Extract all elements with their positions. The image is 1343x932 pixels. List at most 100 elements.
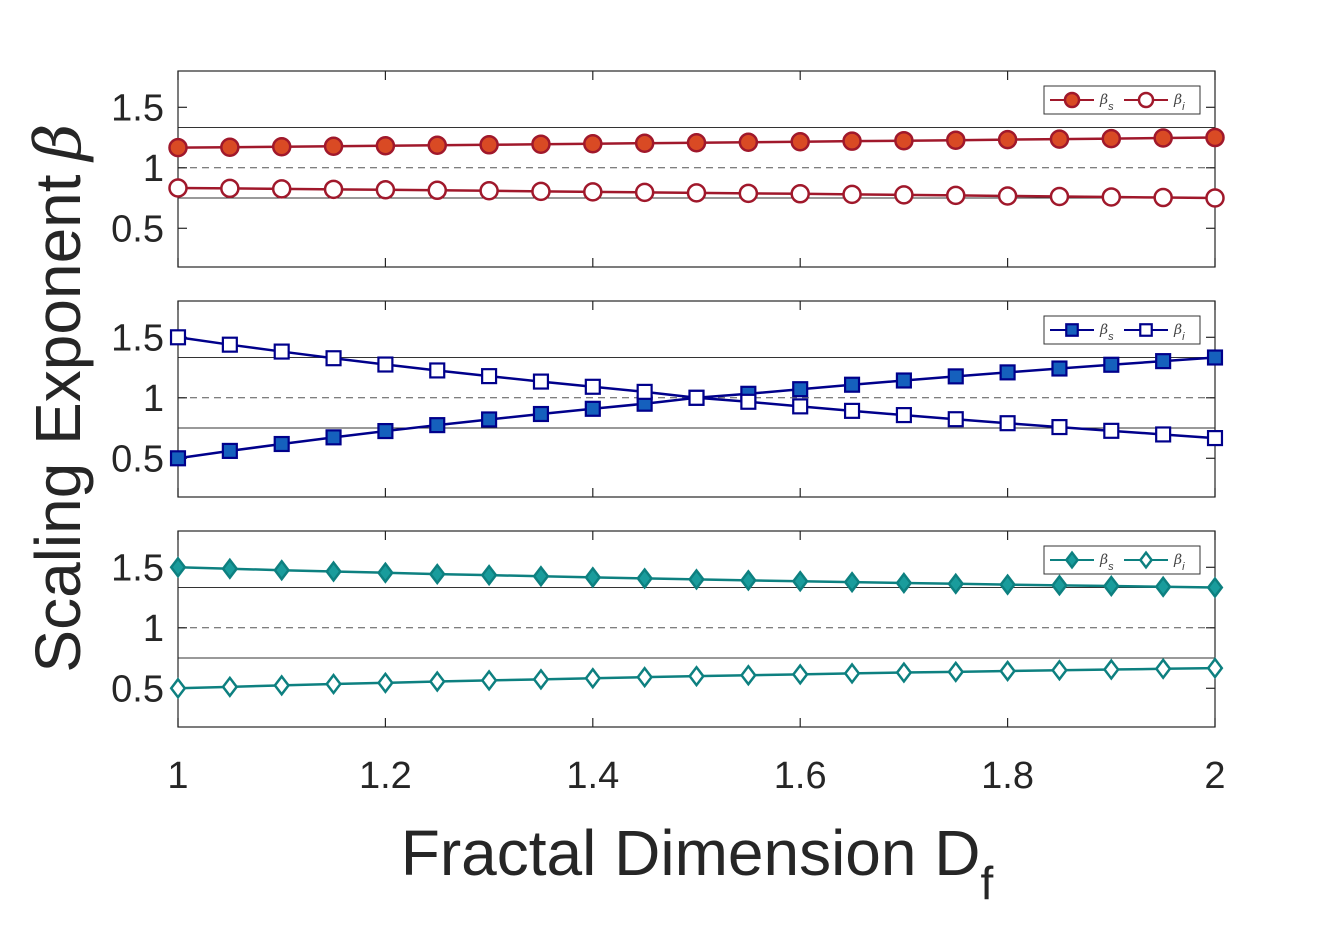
data-point: [894, 130, 914, 151]
data-point: [947, 411, 964, 428]
panels: 0.511.5 βs βi0.511.5 βs βi0.511.5 βs βi: [111, 70, 1225, 728]
data-point: [169, 329, 187, 346]
data-point: [636, 383, 653, 400]
y-tick-label: 0.5: [111, 208, 164, 250]
data-point: [429, 417, 446, 434]
data-point: [220, 178, 240, 199]
data-point: [1101, 187, 1122, 207]
data-point: [221, 557, 239, 580]
data-point: [1051, 659, 1068, 682]
x-tick-label: 1.6: [774, 755, 827, 797]
data-point: [325, 560, 342, 583]
data-point: [634, 182, 655, 203]
legend-label-subscript: i: [1182, 561, 1185, 573]
data-point: [999, 573, 1016, 596]
data-point: [843, 376, 861, 393]
series-i: [169, 329, 1224, 447]
legend-label: βi: [1173, 322, 1185, 343]
data-point: [428, 563, 446, 586]
data-point: [532, 668, 550, 691]
data-point: [481, 411, 498, 428]
data-point: [999, 415, 1016, 432]
data-point: [221, 442, 238, 459]
data-point: [169, 556, 187, 579]
data-point: [1103, 422, 1120, 439]
panel-1: 0.511.5 βs βi: [111, 70, 1225, 268]
data-point: [947, 660, 965, 683]
y-tick-label: 0.5: [111, 668, 164, 710]
legend: βs βi: [1043, 545, 1201, 575]
legend-label: βi: [1173, 552, 1185, 573]
axes-box: [177, 530, 1216, 728]
axes-box: [177, 70, 1216, 268]
y-tick-label: 0.5: [111, 438, 164, 480]
data-point: [739, 569, 757, 592]
data-point: [377, 356, 394, 373]
data-point: [1206, 430, 1224, 447]
series-s: [168, 127, 1225, 158]
x-axis-title-subscript: f: [980, 857, 993, 909]
data-point: [377, 422, 394, 440]
data-point: [1103, 356, 1120, 373]
data-point: [583, 182, 603, 202]
data-point: [532, 373, 550, 390]
legend-label-subscript: s: [1108, 101, 1114, 113]
y-tick-label: 1: [143, 378, 164, 420]
data-point: [843, 402, 861, 419]
y-tick-label: 1.5: [111, 547, 164, 589]
data-point: [325, 429, 342, 446]
data-point: [842, 184, 862, 205]
legend-marker: [1065, 323, 1079, 337]
data-point: [946, 185, 966, 206]
data-point: [999, 659, 1016, 682]
data-point: [375, 136, 396, 156]
data-point: [325, 673, 342, 696]
y-tick-label: 1: [143, 608, 164, 650]
legend-marker: [1064, 550, 1080, 570]
data-point: [323, 179, 344, 200]
data-point: [375, 180, 396, 200]
data-point: [220, 137, 240, 157]
data-point: [997, 129, 1018, 150]
data-point: [1206, 349, 1224, 366]
panel-3: 0.5 1 1.5 βs βi: [111, 530, 1224, 728]
series-s: [169, 349, 1224, 467]
data-point: [947, 572, 965, 595]
data-point: [1155, 353, 1172, 370]
data-point: [1205, 188, 1225, 208]
data-point: [273, 435, 290, 453]
data-point: [479, 135, 499, 155]
legend: βs βi: [1043, 315, 1201, 345]
data-point: [843, 571, 861, 594]
data-point: [738, 132, 759, 153]
data-point: [791, 570, 809, 593]
data-point: [843, 662, 861, 685]
data-point: [1206, 576, 1224, 599]
data-point: [532, 565, 550, 588]
data-point: [479, 181, 499, 201]
data-point: [636, 666, 654, 689]
data-point: [946, 130, 966, 150]
data-point: [481, 368, 498, 385]
data-point: [1154, 575, 1172, 598]
data-point: [738, 183, 759, 204]
data-point: [895, 372, 912, 389]
series-i: [169, 657, 1224, 700]
data-point: [792, 398, 809, 415]
data-point: [1154, 657, 1172, 680]
data-point: [792, 381, 809, 398]
data-point: [895, 661, 913, 684]
legend-label: βi: [1173, 92, 1185, 113]
data-point: [221, 336, 238, 353]
series-s: [169, 556, 1224, 599]
data-point: [1206, 657, 1224, 680]
legend-marker: [1137, 91, 1155, 109]
x-tick-label: 1.2: [359, 755, 412, 797]
panel-2: 0.511.5 βs βi: [111, 300, 1224, 498]
data-point: [584, 400, 601, 417]
legend-marker: [1139, 323, 1153, 337]
data-point: [791, 663, 809, 686]
data-point: [271, 136, 292, 157]
legend-label-subscript: i: [1182, 101, 1185, 113]
data-point: [323, 136, 344, 157]
